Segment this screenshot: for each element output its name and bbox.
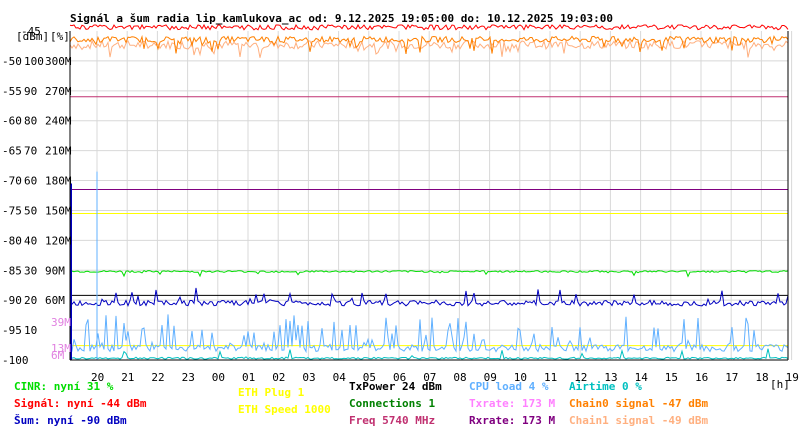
dbm-tick-label: -90 xyxy=(2,294,22,307)
legend-cpu: CPU load 4 % xyxy=(469,380,549,393)
series-layer xyxy=(69,23,789,360)
percent-tick-label: 80 xyxy=(24,115,37,128)
legend-column-2: ETH Plug 1 ETH Speed 1000 xyxy=(238,384,331,418)
dbm-tick-label: -100 xyxy=(2,354,29,367)
dbm-tick-label: -65 xyxy=(2,145,22,158)
legend-airtime: Airtime 0 % xyxy=(569,380,642,393)
percent-tick-label: 100 xyxy=(24,55,44,68)
dbm-tick-label: -50 xyxy=(2,55,22,68)
percent-tick-label: 90 xyxy=(24,85,37,98)
axes-layer: -45 -50 100 300M -55 90 270M -60 80 240M -65 70 210M… xyxy=(2,25,799,384)
legend-connections: Connections 1 xyxy=(349,397,436,410)
rate-tick-label: 150M xyxy=(45,204,72,217)
x-tick-label: 16 xyxy=(695,371,708,384)
rate-tick-label: 180M xyxy=(45,175,72,188)
percent-tick-label: 30 xyxy=(24,264,37,277)
percent-tick-label: 50 xyxy=(24,204,37,217)
x-tick-label: 11 xyxy=(544,371,557,384)
x-tick-label: 14 xyxy=(635,371,649,384)
rate-tick-label: 270M xyxy=(45,85,72,98)
legend-chain1: Chain1 signal -49 dBm xyxy=(569,414,709,427)
legend-chain0: Chain0 signal -47 dBm xyxy=(569,397,709,410)
legend-signal: Signál: nyní -44 dBm xyxy=(14,397,147,410)
dbm-tick-label: -55 xyxy=(2,85,22,98)
rate-tick-label: 120M xyxy=(45,234,72,247)
noise-trace xyxy=(69,287,789,307)
x-tick-label: 17 xyxy=(725,371,738,384)
hours-unit-label: [h] xyxy=(770,378,790,391)
cpu-trace xyxy=(69,314,789,354)
chain1-trace xyxy=(69,38,789,58)
legend-txrate: Txrate: 173 M xyxy=(469,397,556,410)
x-tick-label: 18 xyxy=(755,371,768,384)
x-tick-label: 06 xyxy=(393,371,406,384)
x-tick-label: 22 xyxy=(151,371,164,384)
percent-tick-label: 20 xyxy=(24,294,37,307)
x-tick-label: 08 xyxy=(453,371,466,384)
percent-tick-label: 60 xyxy=(24,175,37,188)
dbm-tick-label: -85 xyxy=(2,264,22,277)
legend-column-3: TxPower 24 dBm Connections 1 Freq 5740 M… xyxy=(349,378,442,429)
cinr-trace xyxy=(69,269,789,278)
rate-tick-label: 240M xyxy=(45,115,72,128)
dbm-tick-label: -95 xyxy=(2,324,22,337)
rate-tick-label: 210M xyxy=(45,145,72,158)
x-tick-label: 02 xyxy=(272,371,285,384)
x-tick-label: 04 xyxy=(333,371,347,384)
dbm-tick-label: -45 xyxy=(21,25,41,38)
legend-eth-speed: ETH Speed 1000 xyxy=(238,403,331,416)
percent-tick-label: 10 xyxy=(24,324,37,337)
x-tick-label: 05 xyxy=(363,371,376,384)
x-tick-label: 00 xyxy=(212,371,225,384)
legend-column-4: CPU load 4 % Txrate: 173 M Rxrate: 173 M xyxy=(469,378,555,429)
x-tick-label: 15 xyxy=(665,371,678,384)
legend-rxrate: Rxrate: 173 M xyxy=(469,414,556,427)
legend-column-1: CINR: nyní 31 % Signál: nyní -44 dBm Šum… xyxy=(14,378,146,429)
legend-cinr: CINR: nyní 31 % xyxy=(14,380,114,393)
x-tick-label: 12 xyxy=(574,371,587,384)
chain0-trace xyxy=(69,34,789,54)
legend-txpower: TxPower 24 dBm xyxy=(349,380,442,393)
x-tick-label: 23 xyxy=(182,371,195,384)
x-tick-label: 07 xyxy=(423,371,436,384)
dbm-tick-label: -70 xyxy=(2,175,22,188)
percent-tick-label: 70 xyxy=(24,145,37,158)
signal-trace xyxy=(69,23,789,31)
legend-column-5: Airtime 0 % Chain0 signal -47 dBm Chain1… xyxy=(569,378,708,429)
eth-rate-tick-label: 13M xyxy=(51,342,71,355)
dbm-tick-label: -60 xyxy=(2,115,22,128)
legend-noise: Šum: nyní -90 dBm xyxy=(14,414,127,427)
low-rate-tick-label: 6M xyxy=(51,349,65,362)
x-tick-label: 10 xyxy=(514,371,527,384)
dbm-unit-label: [dBm] xyxy=(16,30,49,43)
x-tick-label: 21 xyxy=(121,371,134,384)
percent-tick-label: 40 xyxy=(24,234,37,247)
legend-eth-plug: ETH Plug 1 xyxy=(238,386,305,399)
dbm-tick-label: -80 xyxy=(2,234,22,247)
rate-tick-label: 300M xyxy=(45,55,72,68)
cpu-rate-tick-label: 39M xyxy=(51,316,71,329)
x-tick-label: 03 xyxy=(302,371,315,384)
airtime-trace xyxy=(69,348,789,360)
dbm-tick-label: -75 xyxy=(2,204,22,217)
percent-unit-label: [%] xyxy=(50,30,70,43)
x-tick-label: 01 xyxy=(242,371,255,384)
x-tick-label: 20 xyxy=(91,371,104,384)
x-tick-label: 09 xyxy=(484,371,497,384)
x-tick-label: 13 xyxy=(604,371,617,384)
rate-tick-label: 60M xyxy=(45,294,65,307)
x-tick-label: 19 xyxy=(786,371,799,384)
chart-title: Signál a šum radia lip_kamlukova_ac od: … xyxy=(70,12,613,25)
legend-freq: Freq 5740 MHz xyxy=(349,414,436,427)
rate-tick-label: 90M xyxy=(45,264,65,277)
